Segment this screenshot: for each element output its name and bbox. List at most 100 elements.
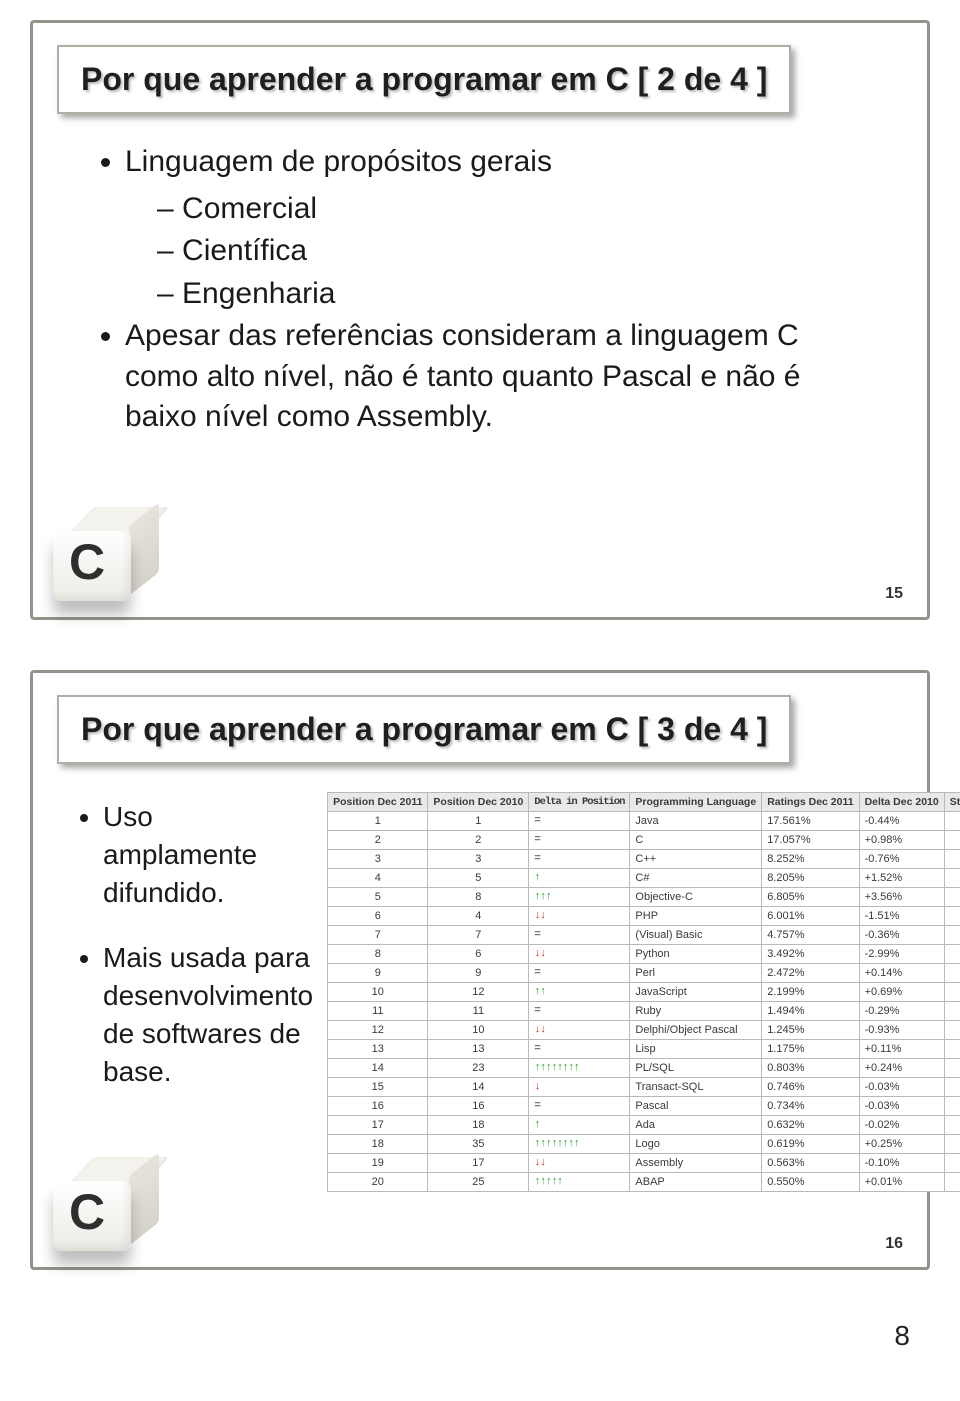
table-cell: 9 [328,964,428,983]
table-cell: B [944,1154,960,1173]
table-header-row: Position Dec 2011 Position Dec 2010 Delt… [328,793,960,812]
th-delta-pos: Delta in Position [529,793,630,812]
th-pos-2011: Position Dec 2011 [328,793,428,812]
table-cell: 6 [328,907,428,926]
table-cell: 14 [428,1078,529,1097]
table-cell: +0.25% [859,1135,944,1154]
table-row: 33=C++8.252%-0.76%A [328,850,960,869]
table-row: 22=C17.057%+0.98%A [328,831,960,850]
slide-text: Uso amplamente difundido. Mais usada par… [83,792,313,1192]
table-cell: A [944,1097,960,1116]
table-cell: Objective-C [630,888,762,907]
table-cell: 25 [428,1173,529,1192]
slide-title: Por que aprender a programar em C [ 2 de… [81,61,767,98]
table-cell: = [529,1002,630,1021]
table-cell: 8 [428,888,529,907]
table-cell: Delphi/Object Pascal [630,1021,762,1040]
table-row: 1313=Lisp1.175%+0.11%A [328,1040,960,1059]
table-cell: = [529,812,630,831]
table-cell: 7 [428,926,529,945]
table-cell: 0.746% [762,1078,859,1097]
table-cell: 8.252% [762,850,859,869]
table-cell: 17 [428,1154,529,1173]
table-cell: C [630,831,762,850]
table-cell: 19 [328,1154,428,1173]
table-row: 86↓↓Python3.492%-2.99%A [328,945,960,964]
table-cell: ABAP [630,1173,762,1192]
table-cell: A [944,964,960,983]
table-cell: +0.24% [859,1059,944,1078]
table-cell: 0.550% [762,1173,859,1192]
table-cell: 13 [328,1040,428,1059]
table-row: 1835↑↑↑↑↑↑↑↑Logo0.619%+0.25%B [328,1135,960,1154]
table-cell: 5 [428,869,529,888]
table-row: 1111=Ruby1.494%-0.29%A [328,1002,960,1021]
bullet-l2: Científica [157,231,867,272]
table-cell: -1.51% [859,907,944,926]
table-cell: 15 [328,1078,428,1097]
table-cell: PL/SQL [630,1059,762,1078]
table-cell: A [944,831,960,850]
table-cell: 2.199% [762,983,859,1002]
table-cell: Ada [630,1116,762,1135]
slide-1: Por que aprender a programar em C [ 2 de… [30,20,930,620]
table-cell: 5 [328,888,428,907]
table-cell: -0.03% [859,1097,944,1116]
table-cell: -0.02% [859,1116,944,1135]
table-cell: = [529,926,630,945]
c-cube-icon: C [47,503,157,603]
th-pos-2010: Position Dec 2010 [428,793,529,812]
table-cell: B [944,1173,960,1192]
table-cell: 0.563% [762,1154,859,1173]
table-row: 64↓↓PHP6.001%-1.51%A [328,907,960,926]
table-cell: 16 [428,1097,529,1116]
table-row: 1514↓Transact-SQL0.746%-0.03%A [328,1078,960,1097]
table-cell: PHP [630,907,762,926]
slide-title-box: Por que aprender a programar em C [ 3 de… [57,695,791,764]
bullet-l1: Mais usada para desenvolvimento de softw… [103,939,313,1090]
table-row: 1012↑↑JavaScript2.199%+0.69%A [328,983,960,1002]
table-row: 99=Perl2.472%+0.14%A [328,964,960,983]
table-cell: 6.001% [762,907,859,926]
table-cell: = [529,831,630,850]
table-cell: = [529,964,630,983]
table-cell: 8.205% [762,869,859,888]
table-cell: 13 [428,1040,529,1059]
table-cell: +3.56% [859,888,944,907]
bullet-l1: Apesar das referências consideram a ling… [125,316,867,438]
table-cell: A [944,850,960,869]
table-row: 45↑C#8.205%+1.52%A [328,869,960,888]
table-cell: = [529,1097,630,1116]
slide-number: 15 [885,585,903,603]
table-cell: = [529,1040,630,1059]
bullet-l2: Comercial [157,189,867,230]
table-cell: 0.632% [762,1116,859,1135]
table-cell: -0.44% [859,812,944,831]
table-cell: 12 [328,1021,428,1040]
table-cell: 17.561% [762,812,859,831]
slide-body: Uso amplamente difundido. Mais usada par… [33,792,927,1210]
table-cell: Python [630,945,762,964]
table-cell: +0.01% [859,1173,944,1192]
table-row: 11=Java17.561%-0.44%A [328,812,960,831]
table-cell: 1.245% [762,1021,859,1040]
table-cell: ↑↑ [529,983,630,1002]
table-cell: 0.619% [762,1135,859,1154]
table-cell: 9 [428,964,529,983]
table-cell: 14 [328,1059,428,1078]
table-cell: Pascal [630,1097,762,1116]
table-cell: 10 [328,983,428,1002]
bullet-l1: Uso amplamente difundido. [103,798,313,911]
table-cell: A [944,1021,960,1040]
table-cell: 11 [428,1002,529,1021]
table-cell: 1.175% [762,1040,859,1059]
slide-number: 16 [885,1235,903,1253]
table-cell: A [944,1002,960,1021]
table-cell: 4 [328,869,428,888]
table-cell: ↑ [529,1116,630,1135]
table-cell: B [944,1135,960,1154]
bullet-l1: Linguagem de propósitos gerais [125,142,867,183]
table-cell: Ruby [630,1002,762,1021]
table-cell: 23 [428,1059,529,1078]
table-cell: ↑↑↑ [529,888,630,907]
